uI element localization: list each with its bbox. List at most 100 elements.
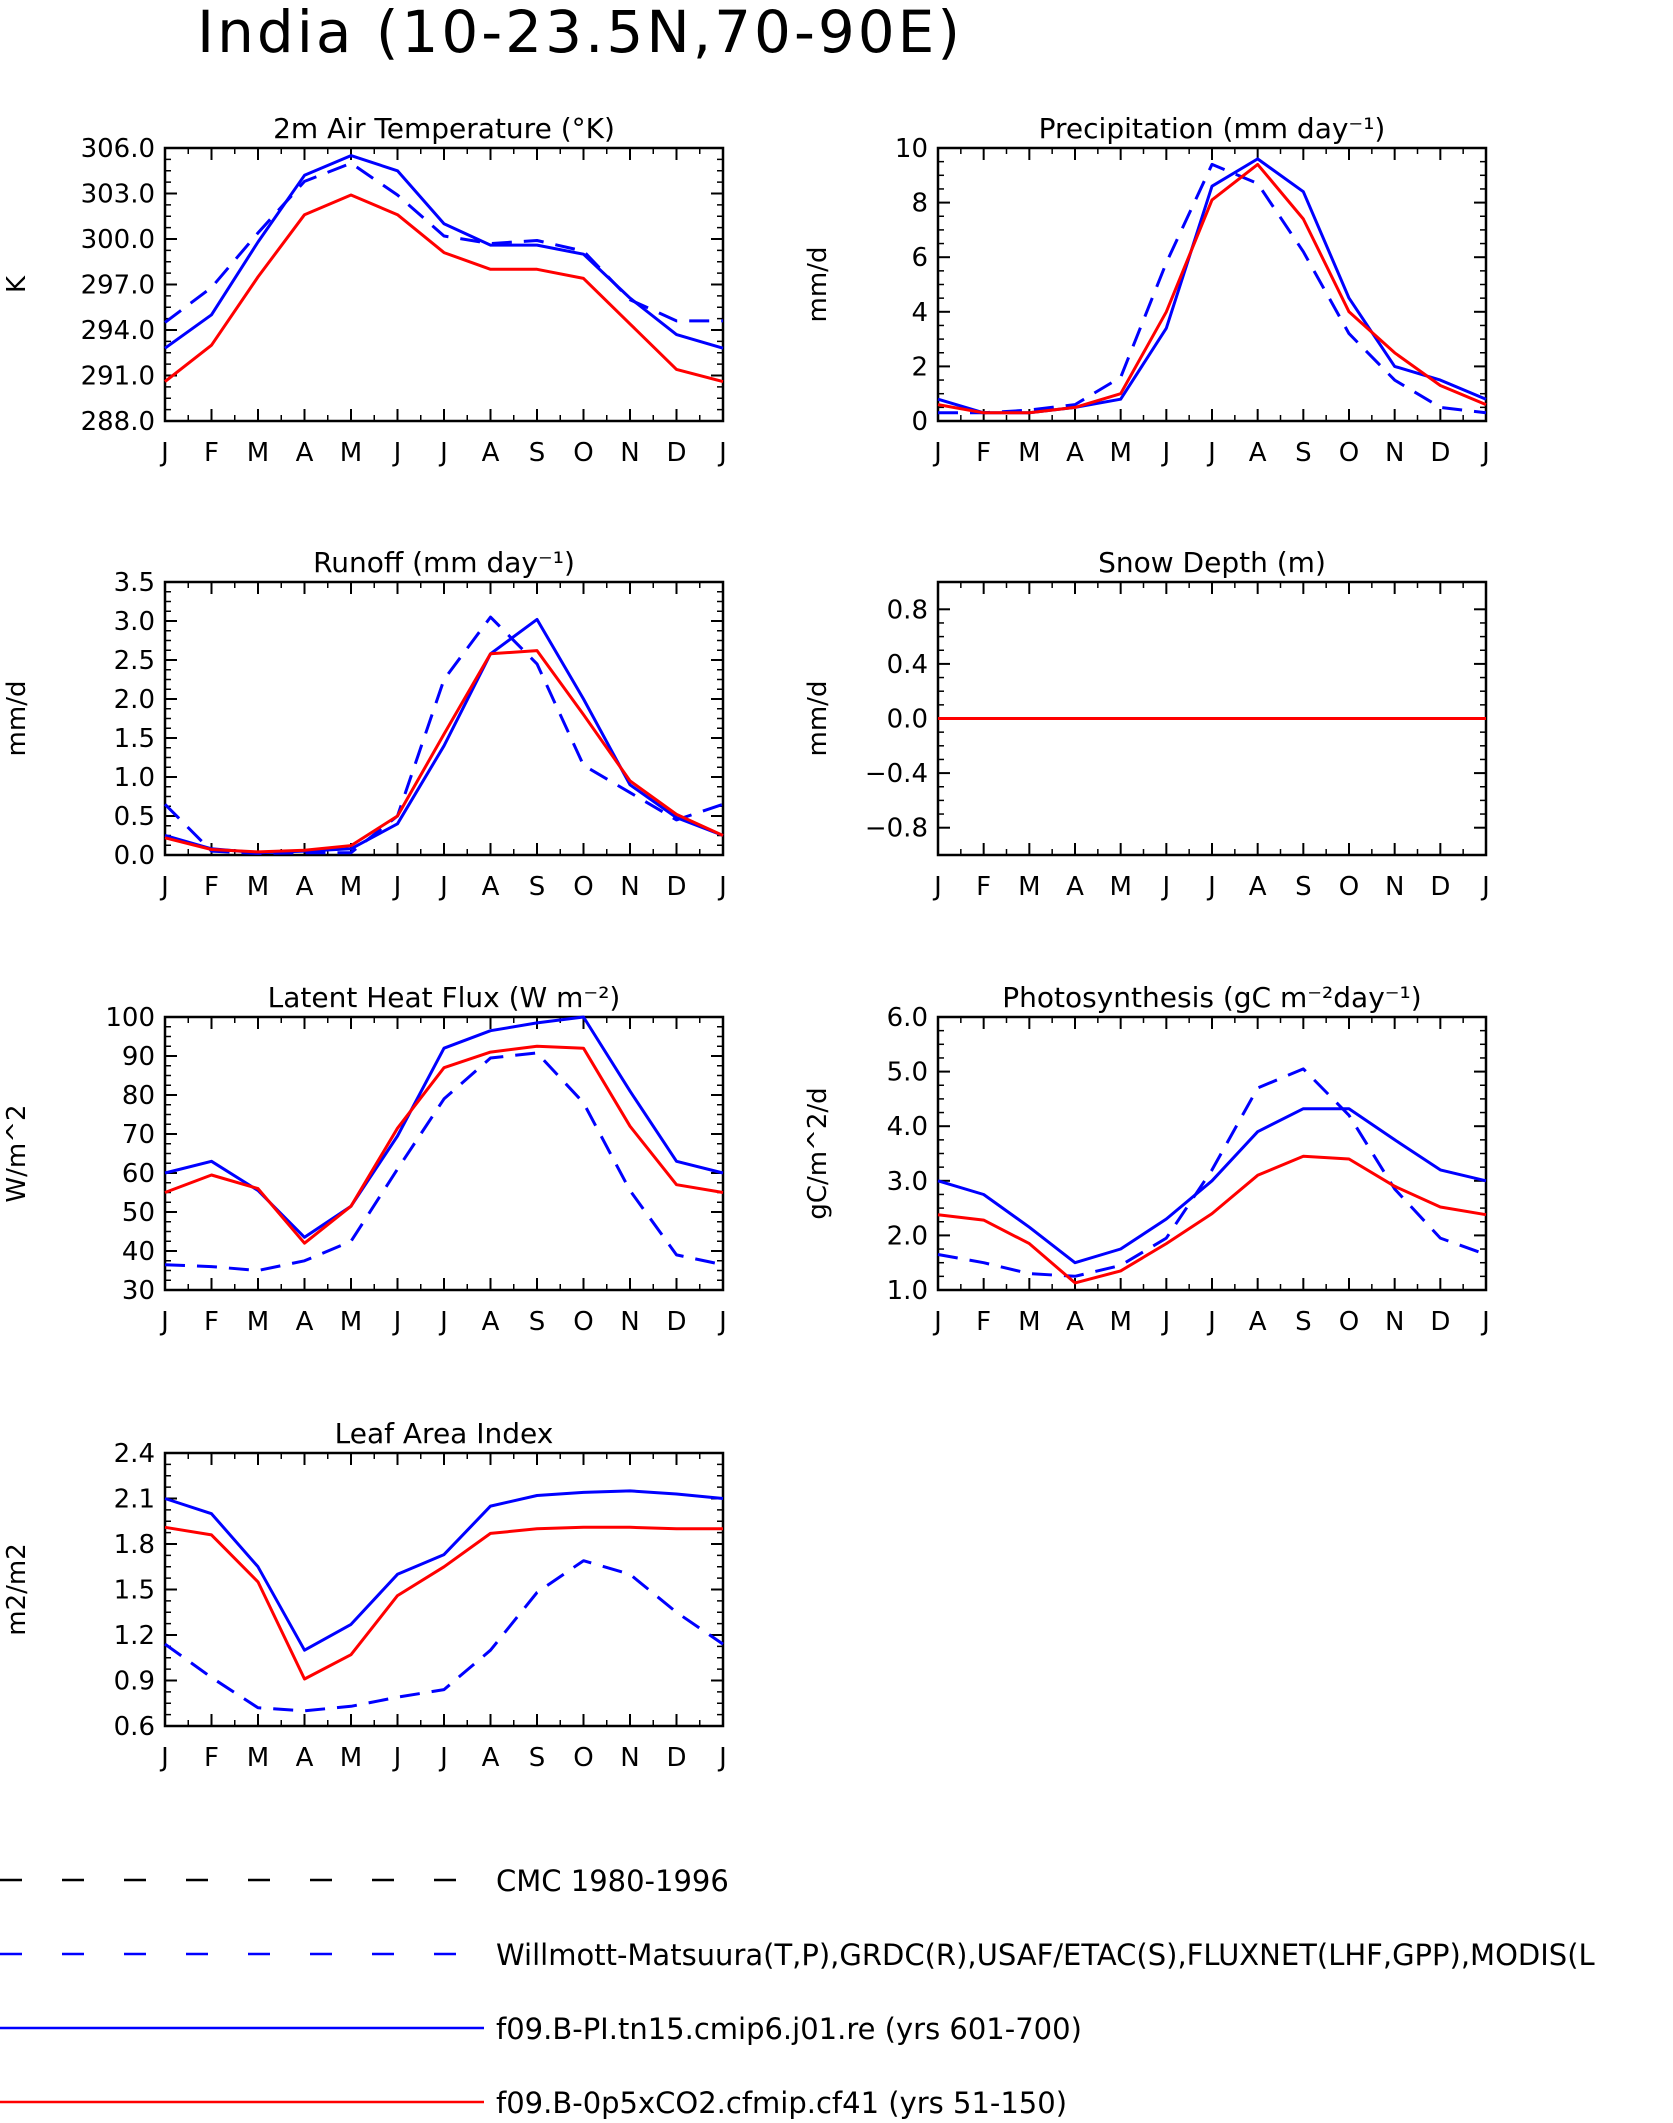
x-tick-label: A: [1249, 1307, 1267, 1337]
y-tick-label: 1.0: [114, 763, 155, 793]
panel-4: Snow Depth (m)J F M A M J J A S O N D J−0.8−0.40.00.…: [803, 546, 1490, 902]
y-tick-label: 2.0: [114, 685, 155, 715]
x-tick-label: M: [1109, 1307, 1131, 1337]
y-tick-label: 294.0: [81, 316, 155, 346]
x-tick-label: F: [976, 1307, 991, 1337]
x-tick-label: F: [204, 872, 219, 902]
x-tick-label: N: [620, 1307, 639, 1337]
x-tick-label: A: [296, 1307, 314, 1337]
y-tick-label: 1.5: [114, 1576, 155, 1606]
x-tick-label: J: [932, 438, 942, 468]
x-tick-label: D: [666, 872, 686, 902]
x-tick-label: J: [717, 1743, 727, 1773]
x-tick-label: J: [438, 872, 448, 902]
x-tick-label: N: [620, 872, 639, 902]
x-tick-label: J: [1206, 1307, 1216, 1337]
panel-2: Precipitation (mm day⁻¹)J F M A M J J A S O N D J024…: [803, 112, 1490, 468]
x-tick-label: M: [340, 1743, 362, 1773]
legend-label-3: f09.B-PI.tn15.cmip6.j01.re (yrs 601-700): [496, 2012, 1082, 2046]
series-line-3: [164, 1525, 723, 1681]
y-tick-label: 0.9: [114, 1667, 155, 1697]
x-tick-label: A: [482, 438, 500, 468]
y-axis-label: mm/d: [803, 681, 833, 757]
y-tick-label: 90: [122, 1042, 155, 1072]
x-tick-label: N: [620, 438, 639, 468]
x-tick-label: N: [1385, 438, 1404, 468]
y-tick-label: 30: [122, 1276, 155, 1306]
y-tick-label: 303.0: [81, 180, 155, 210]
x-tick-label: J: [392, 1307, 402, 1337]
y-tick-label: 288.0: [81, 407, 155, 437]
x-tick-label: M: [340, 872, 362, 902]
y-tick-label: 0.8: [887, 595, 928, 625]
x-tick-label: J: [159, 1307, 169, 1337]
y-tick-label: 2: [911, 352, 928, 382]
legend-label-4: f09.B-0p5xCO2.cfmip.cf41 (yrs 51-150): [496, 2086, 1067, 2120]
y-tick-label: 8: [911, 189, 928, 219]
x-tick-label: J: [717, 1307, 727, 1337]
panel-5: Latent Heat Flux (W m⁻²)J F M A M J J A S O N D J304…: [2, 981, 727, 1337]
x-tick-label: D: [1430, 872, 1450, 902]
series-line-3: [164, 1044, 724, 1245]
x-tick-label: J: [159, 438, 169, 468]
y-tick-label: 1.8: [114, 1530, 155, 1560]
series-line-3: [937, 162, 1487, 415]
x-tick-label: M: [1018, 438, 1040, 468]
y-tick-label: −0.8: [865, 814, 928, 844]
y-tick-label: 300.0: [81, 225, 155, 255]
figure-title: India (10-23.5N,70-90E): [197, 0, 963, 66]
x-tick-label: N: [1385, 1307, 1404, 1337]
series-line-1: [164, 161, 723, 324]
x-tick-label: M: [247, 1307, 269, 1337]
y-tick-label: 6.0: [887, 1003, 928, 1033]
x-tick-label: O: [1339, 1307, 1359, 1337]
x-tick-label: S: [529, 438, 546, 468]
x-tick-label: O: [573, 1743, 593, 1773]
y-tick-label: 2.4: [114, 1439, 155, 1469]
x-tick-label: J: [1206, 872, 1216, 902]
y-tick-label: 4.0: [887, 1112, 928, 1142]
series-line-2: [164, 154, 724, 350]
y-tick-label: 3.0: [887, 1167, 928, 1197]
x-tick-label: M: [247, 872, 269, 902]
panel-6: Photosynthesis (gC m⁻²day⁻¹)J F M A M J J A S O N D…: [803, 981, 1490, 1337]
plot-frame: [936, 1015, 1488, 1292]
series-line-2: [937, 157, 1487, 415]
series-line-1: [937, 1067, 1487, 1278]
x-tick-label: S: [529, 1307, 546, 1337]
y-tick-label: 100: [105, 1003, 155, 1033]
y-axis-label: mm/d: [803, 247, 833, 323]
y-tick-label: 4: [911, 298, 928, 328]
plot-frame: [163, 580, 725, 857]
x-tick-label: J: [159, 872, 169, 902]
y-tick-label: 1.5: [114, 724, 155, 754]
x-tick-label: O: [1339, 438, 1359, 468]
x-tick-label: A: [1066, 872, 1084, 902]
x-tick-label: D: [1430, 438, 1450, 468]
x-tick-label: J: [392, 872, 402, 902]
y-tick-label: 0.6: [114, 1712, 155, 1742]
x-tick-label: N: [1385, 872, 1404, 902]
x-tick-label: J: [1480, 872, 1490, 902]
panel-title: Precipitation (mm day⁻¹): [1039, 112, 1386, 145]
x-tick-label: S: [1295, 872, 1312, 902]
panel-3: Runoff (mm day⁻¹)J F M A M J J A S O N D J0.00.51.01…: [2, 546, 727, 902]
legend-label-1: CMC 1980-1996: [496, 1864, 729, 1898]
x-tick-label: A: [1066, 438, 1084, 468]
y-tick-label: 2.1: [114, 1485, 155, 1515]
panel-title: Runoff (mm day⁻¹): [313, 546, 575, 579]
x-tick-label: J: [159, 1743, 169, 1773]
y-tick-label: 2.5: [114, 646, 155, 676]
x-tick-label: F: [204, 1743, 219, 1773]
x-tick-label: S: [529, 872, 546, 902]
x-tick-label: F: [204, 438, 219, 468]
series-line-1: [164, 1051, 724, 1272]
x-tick-label: J: [1160, 872, 1170, 902]
x-tick-label: M: [1018, 1307, 1040, 1337]
x-tick-label: J: [1160, 1307, 1170, 1337]
series-line-1: [938, 162, 1487, 415]
panel-title: 2m Air Temperature (°K): [273, 112, 615, 145]
x-tick-label: M: [247, 438, 269, 468]
panel-title: Latent Heat Flux (W m⁻²): [268, 981, 621, 1014]
